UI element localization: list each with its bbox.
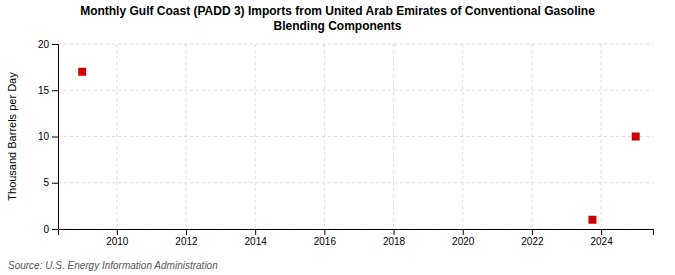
x-tick: 2016: [314, 229, 337, 247]
x-tick-mark: [255, 229, 256, 235]
y-axis-label: Thousand Barrels per Day: [6, 72, 18, 201]
y-tick: 20: [38, 39, 58, 50]
x-tick-label: 2010: [106, 236, 129, 247]
y-tick-mark: [52, 229, 58, 230]
x-tick-mark: [601, 229, 602, 235]
title: Monthly Gulf Coast (PADD 3) Imports from…: [80, 4, 595, 33]
x-tick: 2018: [383, 229, 406, 247]
y-axis: 0 5 10 15 20: [38, 39, 59, 235]
y-grid-line: [58, 182, 653, 183]
x-tick: 2012: [175, 229, 198, 247]
x-tick-label: 2020: [452, 236, 475, 247]
x-grid-line: [255, 44, 256, 229]
x-tick: 2024: [590, 229, 613, 247]
chart: 2010201220142016201820202022202405101520…: [0, 0, 675, 275]
y-tick: 10: [38, 131, 58, 142]
x-tick-mark: [186, 229, 187, 235]
point: [588, 216, 596, 224]
x-tick: 2020: [452, 229, 475, 247]
x-axis-line: [59, 230, 654, 236]
x-tick-label: 2016: [314, 236, 337, 247]
grid: [58, 44, 653, 229]
y-tick-mark: [52, 44, 58, 45]
x-tick-mark: [394, 229, 395, 235]
y-tick: 5: [43, 177, 58, 188]
title-line: Blending Components: [274, 19, 402, 33]
y-tick-label: 20: [38, 39, 50, 50]
x-tick: 2010: [106, 229, 129, 247]
y-tick: 0: [43, 224, 58, 235]
y-axis-line: [52, 45, 59, 230]
x-grid-line: [116, 44, 117, 229]
plot: 2010 2012 2014 2016 2018 2020 2022 2024 0 5 10 15 20: [38, 39, 654, 247]
y-tick-label: 0: [43, 224, 49, 235]
source: Source: U.S. Energy Information Administ…: [8, 260, 218, 271]
x-axis: 2010 2012 2014 2016 2018 2020 2022 2024: [59, 229, 654, 247]
y-tick-mark: [52, 183, 58, 184]
y-tick: 15: [38, 85, 58, 96]
point: [632, 133, 640, 141]
y-tick-label: 5: [43, 177, 49, 188]
y-grid-line: [58, 136, 653, 137]
points: [78, 68, 639, 224]
point: [78, 68, 86, 76]
x-tick-label: 2014: [245, 236, 268, 247]
x-tick: 2014: [245, 229, 268, 247]
x-tick-label: 2024: [590, 236, 613, 247]
x-grid-line: [393, 44, 394, 229]
x-tick-label: 2012: [175, 236, 198, 247]
y-tick-mark: [52, 90, 58, 91]
x-tick: 2022: [521, 229, 544, 247]
x-tick-mark: [463, 229, 464, 235]
y-tick-mark: [52, 137, 58, 138]
y-tick-label: 10: [38, 131, 50, 142]
y-grid-line: [58, 90, 653, 91]
x-tick-mark: [324, 229, 325, 235]
title-line: Monthly Gulf Coast (PADD 3) Imports from…: [80, 4, 595, 18]
y-tick-label: 15: [38, 85, 50, 96]
x-tick-label: 2018: [383, 236, 406, 247]
y-grid-line: [58, 44, 653, 45]
x-tick-label: 2022: [521, 236, 544, 247]
x-tick-mark: [117, 229, 118, 235]
x-tick-mark: [532, 229, 533, 235]
